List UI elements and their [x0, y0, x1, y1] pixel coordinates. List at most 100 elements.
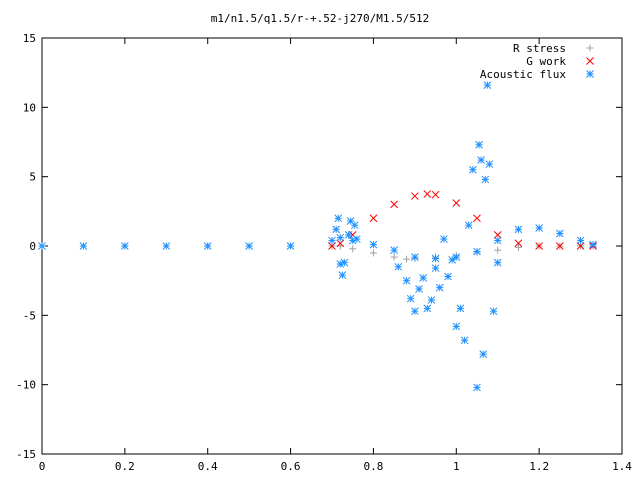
data-point — [419, 274, 427, 282]
data-point — [390, 246, 398, 255]
x-tick-label: 0 — [39, 460, 46, 473]
data-point — [427, 296, 436, 304]
data-point — [390, 253, 398, 261]
data-point — [336, 239, 345, 248]
data-point — [336, 260, 345, 268]
data-point — [576, 236, 585, 245]
data-point — [406, 294, 415, 303]
data-point — [589, 240, 597, 249]
series-2 — [38, 81, 597, 392]
legend-label: R stress — [513, 42, 566, 55]
data-point — [121, 242, 129, 250]
series-1 — [328, 190, 597, 250]
legend-label: G work — [526, 55, 566, 68]
y-tick-label: -5 — [23, 309, 36, 322]
x-tick-label: 0.8 — [363, 460, 383, 473]
legend-marker — [586, 44, 594, 52]
data-point — [481, 175, 490, 184]
y-tick-label: 10 — [23, 101, 36, 114]
data-point — [514, 243, 522, 251]
data-point — [423, 304, 432, 313]
data-point — [493, 258, 502, 267]
data-point — [479, 350, 488, 359]
data-point — [415, 285, 423, 293]
data-point — [334, 214, 343, 223]
data-point — [286, 242, 295, 250]
data-point — [79, 242, 88, 250]
data-point — [535, 242, 543, 250]
y-tick-label: 0 — [29, 240, 36, 253]
data-point — [431, 264, 440, 273]
data-point — [369, 214, 378, 223]
data-point — [514, 225, 523, 234]
data-point — [576, 242, 585, 250]
data-point — [245, 242, 253, 250]
x-tick-label: 1.2 — [529, 460, 549, 473]
data-point — [336, 233, 345, 242]
data-point — [402, 276, 411, 285]
data-point — [435, 283, 444, 292]
data-point — [431, 190, 440, 199]
data-point — [369, 249, 377, 257]
y-tick-label: 15 — [23, 32, 36, 45]
data-point — [473, 247, 481, 256]
data-point — [493, 231, 502, 239]
data-point — [390, 200, 398, 209]
data-point — [328, 236, 336, 245]
data-point — [349, 245, 357, 253]
data-point — [475, 140, 483, 149]
data-point — [38, 242, 46, 250]
y-tick-label: 5 — [29, 171, 36, 184]
data-point — [556, 229, 564, 238]
legend-marker — [586, 70, 594, 78]
chart-title: m1/n1.5/q1.5/r-+.52-j270/M1.5/512 — [211, 12, 430, 25]
data-point — [344, 231, 353, 239]
data-point — [411, 192, 419, 200]
data-point — [535, 224, 543, 232]
x-tick-label: 0.2 — [115, 460, 135, 473]
data-point — [494, 246, 502, 254]
data-point — [369, 240, 378, 249]
data-marks — [38, 81, 597, 392]
data-point — [350, 221, 359, 230]
data-point — [456, 304, 465, 313]
data-point — [460, 336, 469, 345]
data-point — [431, 254, 440, 263]
data-point — [328, 242, 336, 250]
data-point — [452, 322, 461, 331]
data-point — [411, 253, 419, 261]
legend-marker — [586, 57, 594, 65]
data-point — [411, 307, 419, 316]
data-point — [514, 239, 523, 248]
data-point — [452, 199, 461, 207]
data-point — [340, 258, 349, 267]
data-point — [203, 242, 212, 250]
data-point — [353, 235, 361, 243]
x-tick-label: 1 — [453, 460, 460, 473]
data-point — [423, 190, 432, 198]
data-point — [469, 165, 477, 174]
data-point — [440, 235, 448, 243]
data-point — [338, 271, 347, 279]
data-point — [162, 242, 171, 250]
legend-label: Acoustic flux — [480, 68, 566, 81]
data-point — [483, 81, 492, 90]
data-point — [477, 156, 485, 164]
axis-ticks: 0 0.2 0.4 0.6 0.8 1 1.2 1.4 -15 -10 -5 0 5 10 15 — [16, 32, 632, 473]
data-point — [556, 242, 564, 250]
data-point — [473, 214, 481, 223]
data-point — [485, 160, 494, 169]
y-tick-label: -15 — [16, 448, 36, 461]
data-point — [394, 262, 403, 271]
x-tick-label: 0.6 — [281, 460, 301, 473]
data-point — [473, 383, 481, 392]
data-point — [448, 256, 456, 264]
data-point — [464, 221, 473, 230]
data-point — [493, 236, 502, 245]
y-tick-label: -10 — [16, 379, 36, 392]
data-point — [403, 255, 411, 263]
x-tick-label: 0.4 — [198, 460, 218, 473]
data-point — [489, 307, 498, 316]
